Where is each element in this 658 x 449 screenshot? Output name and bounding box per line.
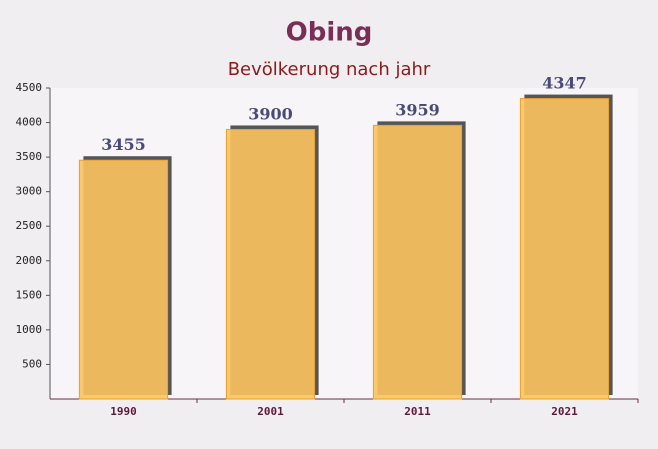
bar [78, 159, 169, 400]
value-label: 4347 [542, 74, 587, 93]
x-tick-label: 2011 [404, 405, 431, 418]
y-tick-label: 4500 [16, 81, 43, 94]
y-tick-label: 1000 [16, 323, 43, 336]
y-tick-label: 2000 [16, 254, 43, 267]
y-tick-label: 500 [22, 357, 42, 370]
bar [519, 98, 610, 400]
y-tick-label: 3500 [16, 150, 43, 163]
chart-subtitle: Bevölkerung nach jahr [228, 59, 431, 80]
y-tick-label: 2500 [16, 219, 43, 232]
bar [372, 124, 463, 400]
x-tick-label: 1990 [110, 405, 137, 418]
y-tick-label: 1500 [16, 288, 43, 301]
x-tick-label: 2001 [257, 405, 284, 418]
y-tick-label: 3000 [16, 185, 43, 198]
plot: 500 1000 1500 2000 2500 3000 3500 4000 4500 1990 3… [16, 74, 639, 418]
y-tick-label: 4000 [16, 116, 43, 129]
chart-title: Obing [286, 18, 373, 48]
value-label: 3900 [248, 104, 293, 123]
value-label: 3455 [101, 135, 146, 154]
bar [225, 128, 316, 400]
value-label: 3959 [395, 100, 440, 119]
x-tick-label: 2021 [551, 405, 578, 418]
